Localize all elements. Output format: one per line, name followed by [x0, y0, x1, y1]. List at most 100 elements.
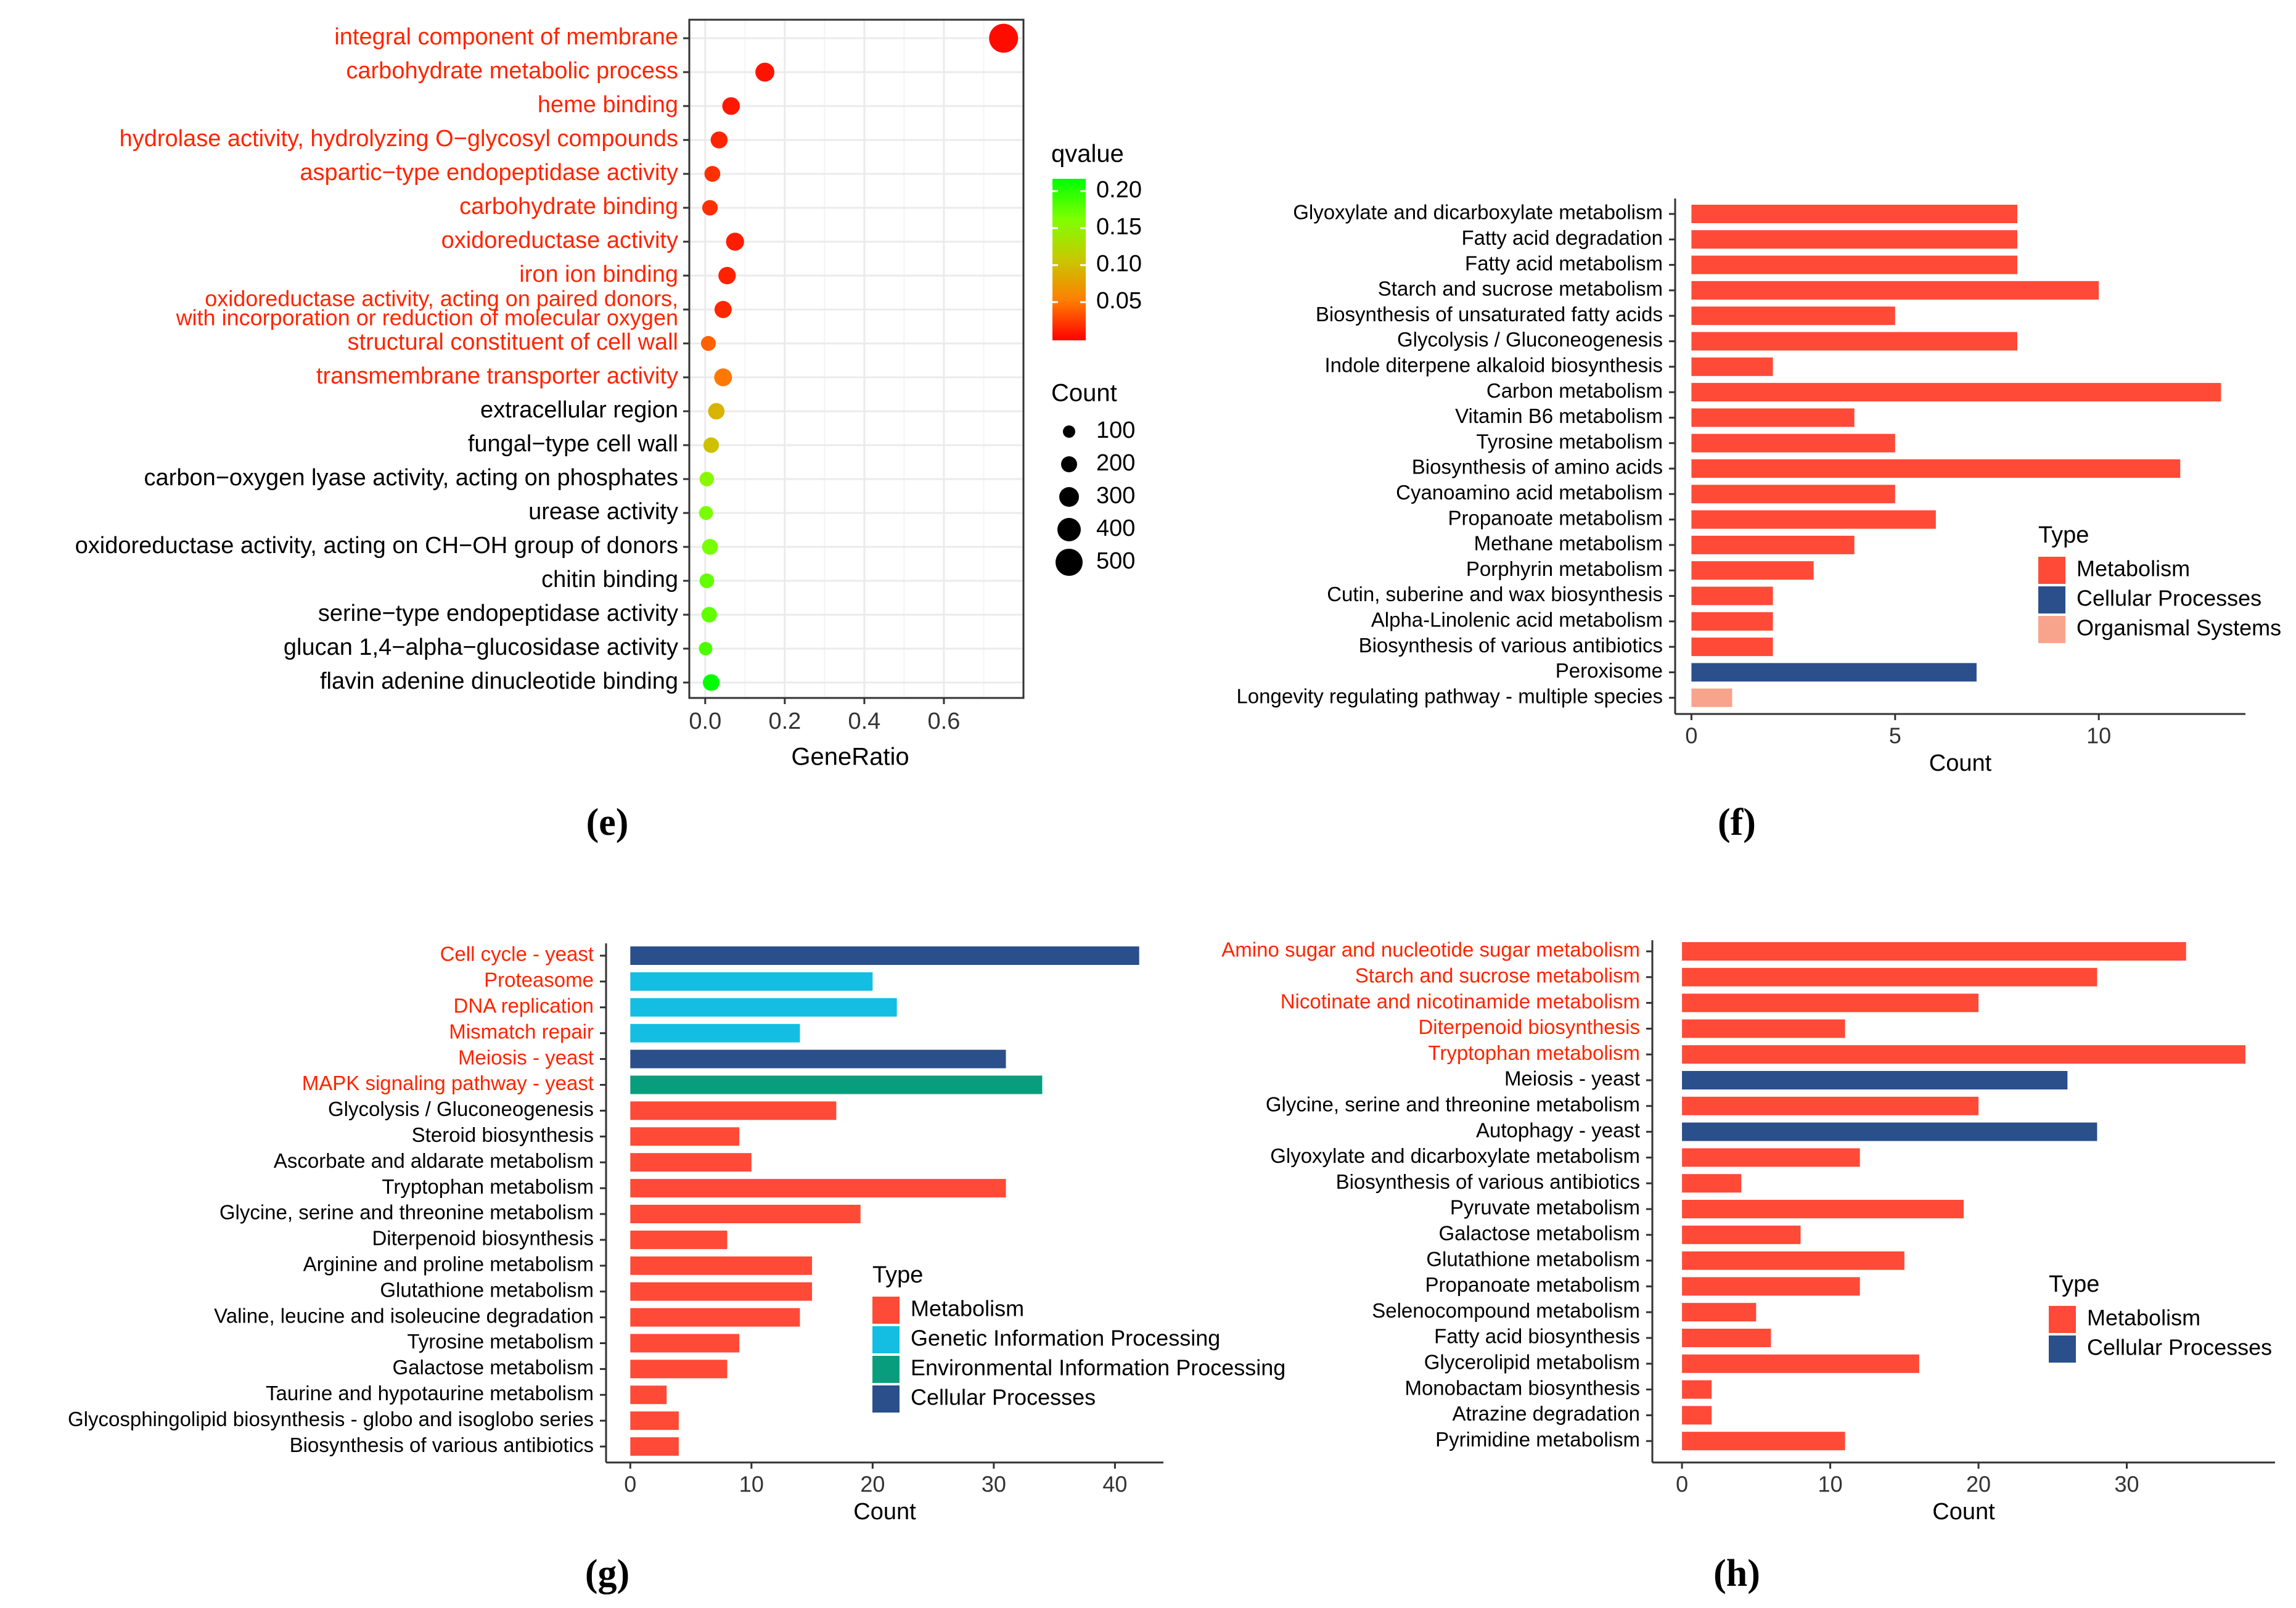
bar-label: Fatty acid degradation — [1461, 226, 1663, 249]
bar — [630, 1256, 813, 1275]
dot-point — [702, 200, 718, 216]
dot-point — [718, 266, 736, 285]
bar — [1682, 1277, 1860, 1296]
bar-label: MAPK signaling pathway - yeast — [302, 1072, 594, 1094]
panel-label: (f) — [1718, 802, 1756, 843]
bar-label: Longevity regulating pathway - multiple … — [1236, 684, 1663, 707]
bar — [630, 1308, 800, 1327]
legend-title: Type — [2038, 522, 2089, 548]
x-tick-label: 10 — [739, 1472, 764, 1497]
bar-label: Tyrosine metabolism — [1476, 430, 1663, 453]
term-label: carbohydrate metabolic process — [346, 58, 678, 84]
bar-label: Monobactam biosynthesis — [1404, 1376, 1640, 1399]
legend-swatch — [2049, 1335, 2076, 1363]
legend-entry: Metabolism — [911, 1296, 1024, 1321]
bar-label: Glycolysis / Gluconeogenesis — [328, 1097, 594, 1120]
dot-point — [704, 166, 721, 182]
bar-label: Autophagy - yeast — [1476, 1118, 1640, 1141]
bar — [630, 1049, 1006, 1069]
term-label: carbon−oxygen lyase activity, acting on … — [144, 465, 678, 491]
bar-label: Glycine, serine and threonine metabolism — [1266, 1093, 1640, 1116]
bar-label: DNA replication — [454, 995, 594, 1017]
x-axis-title: GeneRatio — [791, 744, 909, 771]
x-tick-label: 5 — [1889, 723, 1901, 749]
term-label: oxidoreductase activity, acting on CH−OH… — [75, 533, 678, 559]
legend-entry: Cellular Processes — [2077, 586, 2261, 611]
bar — [630, 998, 897, 1017]
term-label: heme binding — [538, 92, 678, 118]
bar — [1682, 1045, 2245, 1064]
panel-label: (g) — [585, 1553, 629, 1594]
dot-point — [708, 403, 725, 420]
x-tick-label: 10 — [2086, 723, 2111, 749]
bar — [1682, 1174, 1742, 1193]
dot-point — [710, 131, 728, 149]
legend-count-label: 500 — [1096, 548, 1135, 574]
bar — [1691, 357, 1773, 376]
bar-label: Valine, leucine and isoleucine degradati… — [214, 1304, 594, 1327]
dot-point — [714, 301, 732, 318]
bar — [1691, 332, 2017, 351]
plot-border — [688, 18, 1025, 699]
legend-swatch — [2049, 1306, 2076, 1333]
bar-label: Tryptophan metabolism — [382, 1175, 594, 1198]
bar — [630, 972, 873, 991]
bar-label: Biosynthesis of unsaturated fatty acids — [1316, 303, 1663, 326]
legend-entry: Organismal Systems — [2077, 615, 2281, 641]
term-label: oxidoreductase activity — [441, 228, 678, 253]
term-label: flavin adenine dinucleotide binding — [320, 668, 678, 694]
term-label: glucan 1,4−alpha−glucosidase activity — [284, 634, 678, 660]
bar — [1691, 205, 2017, 223]
bar-label: Meiosis - yeast — [1504, 1067, 1640, 1090]
legend-count-dot — [1059, 487, 1079, 507]
term-label: chitin binding — [541, 567, 678, 593]
dot-point — [714, 368, 732, 387]
plot-area — [689, 20, 1023, 698]
bar-label: Glycolysis / Gluconeogenesis — [1397, 328, 1663, 351]
bar-label: Atrazine degradation — [1452, 1402, 1640, 1425]
bar-label: Methane metabolism — [1474, 532, 1663, 555]
bar — [1691, 612, 1773, 631]
bar — [1691, 433, 1895, 453]
dot-point — [701, 607, 717, 623]
legend-swatch — [2038, 557, 2065, 584]
legend-count-dot — [1056, 549, 1083, 576]
dot-point — [989, 23, 1019, 53]
dot-point — [755, 62, 775, 82]
bar-label: Biosynthesis of amino acids — [1412, 456, 1663, 478]
legend-swatch — [872, 1297, 900, 1324]
bar-label: Glycosphingolipid biosynthesis - globo a… — [68, 1408, 594, 1430]
dot-point — [702, 539, 718, 555]
bar-label: Arginine and proline metabolism — [303, 1253, 594, 1276]
legend-qvalue-label: 0.05 — [1096, 288, 1142, 314]
legend-title: Type — [872, 1262, 923, 1288]
legend-count-label: 200 — [1096, 450, 1135, 476]
legend-swatch — [872, 1385, 900, 1413]
bar — [1691, 688, 1732, 707]
bar-label: Glutathione metabolism — [1426, 1247, 1640, 1270]
legend-swatch — [872, 1326, 900, 1353]
bar — [1682, 1329, 1771, 1347]
bar — [1691, 510, 1936, 529]
bar — [1691, 408, 1855, 427]
bar-label: Fatty acid biosynthesis — [1434, 1325, 1640, 1348]
bar-label: Proteasome — [484, 969, 594, 991]
term-label: iron ion binding — [519, 261, 678, 287]
bar-label: Indole diterpene alkaloid biosynthesis — [1324, 354, 1663, 377]
bar — [1682, 1148, 1860, 1167]
legend-qvalue-colorbar — [1052, 179, 1086, 340]
bar — [1682, 1406, 1712, 1425]
bar-label: Glyoxylate and dicarboxylate metabolism — [1293, 201, 1663, 224]
panel-label: (h) — [1713, 1553, 1760, 1594]
bar — [1682, 1251, 1904, 1270]
bar — [1691, 306, 1895, 326]
bar-label: Starch and sucrose metabolism — [1355, 964, 1640, 987]
legend-entry: Cellular Processes — [2087, 1335, 2272, 1360]
bar-label: Carbon metabolism — [1486, 379, 1663, 402]
bar-label: Glutathione metabolism — [380, 1278, 594, 1301]
term-label: fungal−type cell wall — [468, 431, 678, 457]
legend-swatch — [2038, 616, 2065, 643]
legend-entry: Metabolism — [2077, 556, 2190, 581]
bar-label: Pyrimidine metabolism — [1435, 1428, 1640, 1451]
legend-qvalue-title: qvalue — [1051, 141, 1124, 168]
